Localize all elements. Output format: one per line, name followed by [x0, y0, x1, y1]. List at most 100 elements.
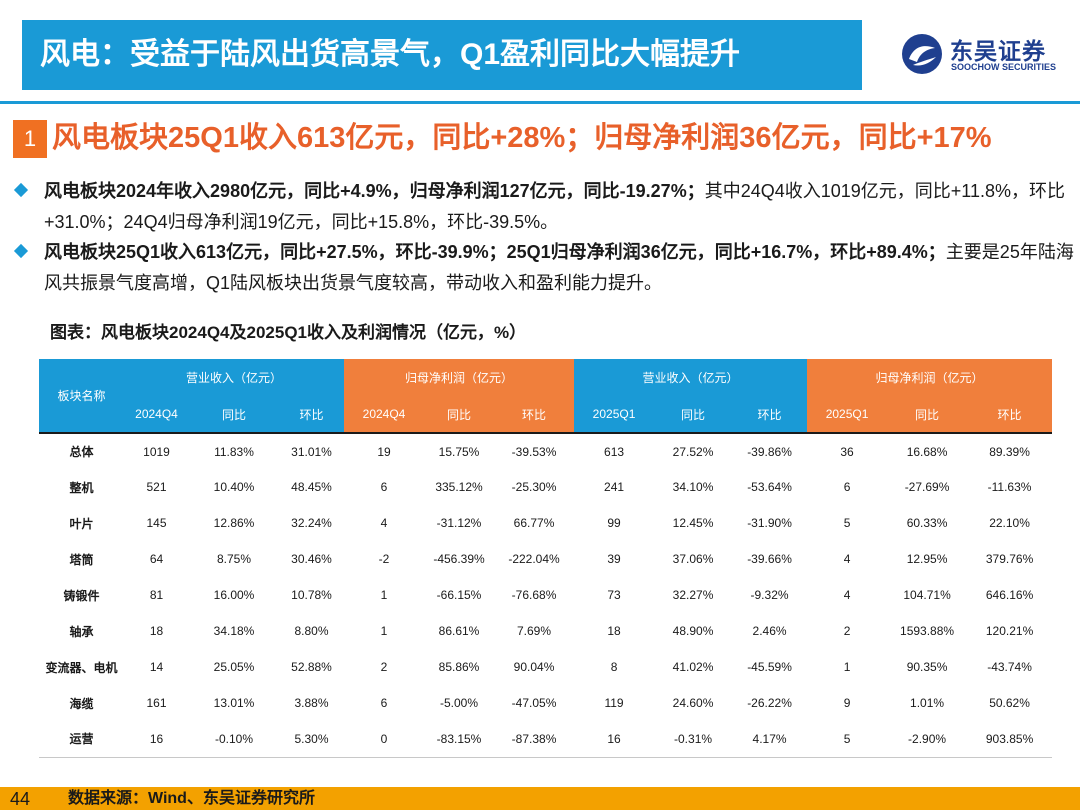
- table-cell: -39.53%: [494, 432, 575, 469]
- table-cell: -43.74%: [987, 660, 1032, 674]
- table-cell: -53.64%: [747, 480, 792, 494]
- table-cell: 30.46%: [291, 552, 332, 566]
- table-cell: 90.04%: [513, 660, 555, 674]
- table-row: 整机 521 10.40% 48.45% 6 335.12% -25.30% 241 34.10…: [39, 469, 1052, 505]
- table-cell: -31.12%: [436, 516, 482, 530]
- footer-bar: [0, 787, 1080, 810]
- group-header: 营业收入（亿元）: [124, 359, 345, 396]
- table-row: 铸锻件 81 16.00% 10.78% 1 -66.15% -76.68% 73 32.27%…: [39, 577, 1052, 613]
- row-sector-name: 叶片: [69, 516, 94, 531]
- table-cell: 521: [146, 480, 167, 494]
- table-cell: 36: [807, 432, 888, 469]
- table-cell: 24.60%: [672, 696, 714, 710]
- table-cell: 2: [380, 660, 388, 674]
- column-header: 同比: [189, 396, 279, 433]
- diamond-bullet-icon: [13, 243, 29, 259]
- table-cell: 119: [604, 696, 624, 710]
- table-cell: 8.80%: [294, 624, 329, 638]
- table-cell: 903.85%: [967, 721, 1053, 758]
- header-divider: [0, 101, 1080, 104]
- table-cell: -0.10%: [189, 721, 279, 758]
- table-cell: 18: [607, 624, 621, 638]
- table-cell: -25.30%: [511, 480, 557, 494]
- table-cell: 8.75%: [216, 552, 252, 566]
- table-cell: -47.05%: [511, 696, 557, 710]
- table-cell: 14: [149, 660, 164, 674]
- table-cell: 6: [380, 696, 388, 710]
- table-cell: -11.63%: [987, 480, 1032, 494]
- table-cell: 16: [124, 721, 189, 758]
- table-cell: 34.10%: [672, 480, 714, 494]
- table-cell: 32.24%: [291, 516, 332, 530]
- table-cell: 81: [149, 588, 164, 602]
- table-cell: 2: [843, 624, 851, 638]
- table-cell: 60.33%: [906, 516, 948, 530]
- table-row: 运营 16 -0.10% 5.30% 0 -83.15% -87.38% 16 -0.31% 4.…: [39, 721, 1053, 758]
- revenue-profit-table: 板块名称 营业收入（亿元） 归母净利润（亿元） 营业收入（亿元） 归母净利润（亿…: [39, 359, 1053, 758]
- row-sector-name: 总体: [39, 432, 124, 469]
- bullet-bold-text: 风电板块2024年收入2980亿元，同比+4.9%，归母净利润127亿元，同比-…: [44, 181, 705, 201]
- table-cell: 4: [380, 516, 388, 530]
- table-cell: -39.66%: [747, 552, 792, 566]
- table-cell: 25.05%: [213, 660, 255, 674]
- table-cell: -222.04%: [508, 552, 560, 566]
- table-cell: 161: [146, 696, 167, 710]
- table-cell: 5.30%: [279, 721, 345, 758]
- table-cell: 1: [380, 588, 388, 602]
- logo-text-cn: 东吴证券: [950, 38, 1046, 64]
- table-cell: 1: [843, 660, 851, 674]
- table-cell: 646.16%: [985, 588, 1034, 602]
- table-cell: -83.15%: [424, 721, 495, 758]
- table-cell: 335.12%: [435, 480, 483, 494]
- table-cell: 613: [574, 432, 655, 469]
- table-cell: 18: [149, 624, 164, 638]
- table-cell: -76.68%: [511, 588, 557, 602]
- page-number: 44: [10, 789, 31, 809]
- logo-text-en: SOOCHOW SECURITIES: [951, 62, 1057, 72]
- table-cell: 32.27%: [672, 588, 714, 602]
- table-cell: 15.75%: [424, 432, 495, 469]
- table-cell: 34.18%: [213, 624, 255, 638]
- table-cell: -5.00%: [440, 696, 479, 710]
- table-corner-header: 板块名称: [39, 359, 124, 433]
- table-cell: -27.69%: [904, 480, 950, 494]
- table-cell: -9.32%: [750, 588, 789, 602]
- table-cell: 16.68%: [887, 432, 968, 469]
- table-cell: 1.01%: [910, 696, 945, 710]
- table-cell: 145: [146, 516, 167, 530]
- table-row: 变流器、电机 14 25.05% 52.88% 2 85.86% 90.04% 8 41.02%…: [39, 649, 1052, 685]
- table-cell: 50.62%: [989, 696, 1030, 710]
- column-header: 2024Q4: [344, 396, 425, 433]
- table-cell: 6: [843, 480, 851, 494]
- table-cell: 10.78%: [291, 588, 332, 602]
- row-sector-name: 塔筒: [69, 552, 94, 567]
- bullet-bold-text: 风电板块25Q1收入613亿元，同比+27.5%，环比-39.9%；25Q1归母…: [44, 242, 946, 262]
- table-cell: -2: [378, 552, 390, 566]
- table-cell: 90.35%: [906, 660, 948, 674]
- table-cell: 120.21%: [985, 624, 1034, 638]
- table-cell: 16.00%: [213, 588, 255, 602]
- table-cell: 5: [843, 516, 851, 530]
- column-header: 2025Q1: [574, 396, 655, 433]
- group-header: 归母净利润（亿元）: [807, 359, 1053, 396]
- table-cell: -0.31%: [654, 721, 733, 758]
- table-cell: 1019: [124, 432, 189, 469]
- column-header: 2025Q1: [807, 396, 888, 433]
- table-cell: 52.88%: [291, 660, 332, 674]
- table-cell: 31.01%: [279, 432, 345, 469]
- bullet-normal-text: 其中24Q4收入1019亿元，同比+11.8%，环比+31.0%；24Q4归母净…: [44, 181, 1065, 232]
- table-cell: 10.40%: [213, 480, 255, 494]
- table-group-header-row: 板块名称 营业收入（亿元） 归母净利润（亿元） 营业收入（亿元） 归母净利润（亿…: [39, 359, 1053, 433]
- group-header: 营业收入（亿元）: [574, 359, 808, 396]
- column-header: 同比: [887, 396, 968, 433]
- table-cell: 1593.88%: [900, 624, 955, 638]
- section-number-badge: 1: [13, 120, 47, 158]
- table-cell: 4: [843, 552, 851, 566]
- column-header: 同比: [654, 396, 733, 433]
- table-cell: 64: [149, 552, 164, 566]
- bullet-point: 风电板块25Q1收入613亿元，同比+27.5%，环比-39.9%；25Q1归母…: [13, 237, 1074, 301]
- section-title: 风电板块25Q1收入613亿元，同比+28%；归母净利润36亿元，同比+17%: [52, 122, 992, 154]
- table-row: 塔筒 64 8.75% 30.46% -2 -456.39% -222.04% 39 37.06…: [39, 541, 1052, 577]
- row-sector-name: 运营: [39, 721, 124, 758]
- bullet-normal-text: 主要是25年陆海风共振景气度高增，Q1陆风板块出货景气度较高，带动收入和盈利能力…: [44, 242, 1074, 293]
